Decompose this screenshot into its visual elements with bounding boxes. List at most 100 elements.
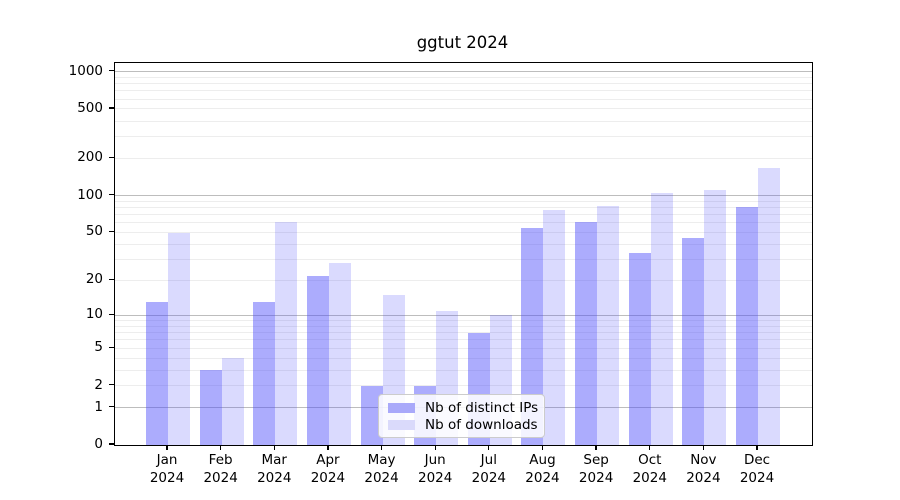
x-tick-label-aug: Aug 2024 bbox=[525, 452, 560, 486]
x-tick-label-jan: Jan 2024 bbox=[149, 452, 185, 486]
bar-nb-of-downloads-nov bbox=[704, 190, 727, 445]
minor-gridline bbox=[115, 231, 812, 233]
y-tick-label: 50 bbox=[85, 223, 103, 240]
minor-gridline bbox=[115, 83, 812, 85]
minor-gridline bbox=[115, 385, 812, 387]
x-tick-mark bbox=[702, 445, 705, 450]
y-tick-mark bbox=[109, 193, 114, 196]
minor-gridline bbox=[115, 332, 812, 334]
minor-gridline bbox=[115, 120, 812, 122]
minor-gridline bbox=[115, 369, 812, 371]
y-tick-mark bbox=[109, 313, 114, 316]
x-tick-label-may: May 2024 bbox=[364, 452, 399, 486]
y-tick-label: 500 bbox=[77, 99, 103, 116]
bar-nb-of-distinct-ips-nov bbox=[682, 238, 705, 445]
bar-nb-of-distinct-ips-may bbox=[360, 385, 383, 445]
legend-label-downloads: Nb of downloads bbox=[425, 416, 538, 433]
x-tick-label-jun: Jun 2024 bbox=[418, 452, 453, 486]
x-tick-mark bbox=[327, 445, 329, 450]
minor-gridline bbox=[115, 243, 812, 245]
minor-gridline bbox=[115, 258, 812, 260]
minor-gridline bbox=[115, 320, 812, 322]
bar-nb-of-downloads-aug bbox=[543, 209, 566, 445]
y-tick-label: 1000 bbox=[68, 62, 103, 79]
x-tick-label-apr: Apr 2024 bbox=[310, 452, 346, 486]
x-tick-mark bbox=[219, 445, 222, 450]
bar-nb-of-distinct-ips-mar bbox=[253, 302, 276, 445]
bars-layer bbox=[115, 63, 812, 445]
legend-swatch-downloads-icon bbox=[388, 419, 415, 430]
y-tick-mark bbox=[109, 405, 114, 408]
bar-nb-of-distinct-ips-dec bbox=[736, 206, 759, 445]
y-tick-label: 10 bbox=[85, 306, 103, 323]
y-tick-mark bbox=[109, 230, 114, 233]
x-tick-mark bbox=[595, 445, 597, 450]
minor-gridline bbox=[115, 357, 812, 359]
y-tick-mark bbox=[109, 346, 114, 348]
x-tick-mark bbox=[273, 445, 275, 450]
minor-gridline bbox=[115, 76, 812, 78]
x-tick-label-jul: Jul 2024 bbox=[471, 452, 506, 486]
major-gridline bbox=[115, 314, 812, 316]
minor-gridline bbox=[115, 222, 812, 224]
minor-gridline bbox=[115, 339, 812, 341]
minor-gridline bbox=[115, 206, 812, 208]
minor-gridline bbox=[115, 157, 812, 159]
legend-item-distinct-ips: Nb of distinct IPs bbox=[388, 399, 538, 416]
y-tick-label: 5 bbox=[94, 339, 103, 356]
bar-nb-of-distinct-ips-oct bbox=[628, 252, 651, 445]
x-tick-label-sep: Sep 2024 bbox=[578, 452, 614, 486]
legend-label-distinct-ips: Nb of distinct IPs bbox=[425, 399, 539, 416]
bar-nb-of-distinct-ips-apr bbox=[306, 275, 329, 445]
x-tick-mark bbox=[541, 445, 544, 450]
chart-title: ggtut 2024 bbox=[416, 33, 509, 52]
x-tick-label-feb: Feb 2024 bbox=[203, 452, 238, 486]
bar-nb-of-downloads-feb bbox=[221, 358, 244, 445]
minor-gridline bbox=[115, 108, 812, 110]
minor-gridline bbox=[115, 98, 812, 100]
x-tick-mark bbox=[488, 445, 490, 450]
x-tick-label-dec: Dec 2024 bbox=[739, 452, 775, 486]
bar-nb-of-downloads-jan bbox=[168, 232, 190, 445]
bar-nb-of-downloads-dec bbox=[758, 167, 781, 445]
major-gridline bbox=[115, 195, 812, 197]
legend-item-downloads: Nb of downloads bbox=[388, 416, 538, 433]
y-tick-mark bbox=[109, 107, 114, 109]
x-tick-mark bbox=[756, 445, 758, 450]
plot-area: Nb of distinct IPs Nb of downloads bbox=[114, 62, 813, 446]
minor-gridline bbox=[115, 279, 812, 281]
x-tick-mark bbox=[434, 445, 436, 450]
bar-nb-of-downloads-apr bbox=[328, 263, 351, 445]
bar-nb-of-distinct-ips-sep bbox=[575, 221, 598, 445]
minor-gridline bbox=[115, 136, 812, 138]
x-tick-mark bbox=[166, 445, 168, 450]
y-tick-label: 1 bbox=[94, 398, 103, 415]
x-tick-mark bbox=[380, 445, 383, 450]
minor-gridline bbox=[115, 200, 812, 202]
x-tick-mark bbox=[649, 445, 651, 450]
minor-gridline bbox=[115, 347, 812, 349]
major-gridline bbox=[115, 71, 812, 73]
x-tick-label-nov: Nov 2024 bbox=[686, 452, 721, 486]
bar-nb-of-downloads-sep bbox=[597, 206, 620, 445]
minor-gridline bbox=[115, 90, 812, 92]
y-tick-label: 100 bbox=[77, 186, 103, 203]
y-tick-mark bbox=[109, 278, 114, 281]
x-tick-label-oct: Oct 2024 bbox=[632, 452, 667, 486]
y-tick-mark bbox=[109, 443, 114, 445]
bar-nb-of-distinct-ips-jan bbox=[146, 302, 168, 445]
minor-gridline bbox=[115, 214, 812, 216]
minor-gridline bbox=[115, 325, 812, 327]
bar-nb-of-downloads-mar bbox=[275, 221, 298, 445]
legend: Nb of distinct IPs Nb of downloads bbox=[378, 394, 545, 438]
y-tick-label: 0 bbox=[94, 436, 103, 452]
x-tick-label-mar: Mar 2024 bbox=[257, 452, 292, 486]
legend-swatch-distinct-ips-icon bbox=[388, 402, 415, 413]
bar-nb-of-distinct-ips-feb bbox=[199, 370, 222, 445]
gridlines-layer bbox=[115, 63, 812, 445]
y-tick-mark bbox=[109, 156, 114, 158]
bar-nb-of-downloads-oct bbox=[650, 192, 673, 445]
y-tick-mark bbox=[109, 383, 114, 386]
y-tick-label: 20 bbox=[85, 271, 103, 288]
